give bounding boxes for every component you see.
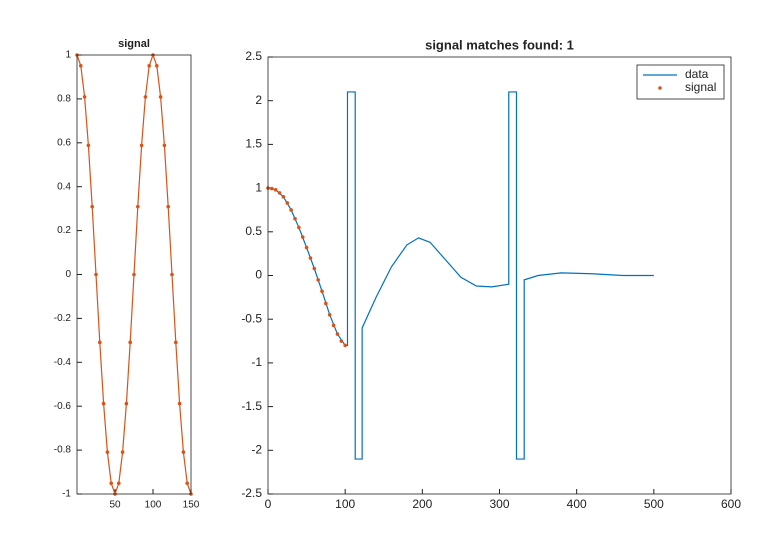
axes-frame xyxy=(267,56,732,495)
data-point xyxy=(155,63,159,68)
legend-label: data xyxy=(685,67,709,81)
data-point xyxy=(105,450,110,454)
legend-box xyxy=(636,64,725,100)
data-point xyxy=(185,481,189,486)
y-tick-label: -0.2 xyxy=(54,313,72,324)
data-point xyxy=(316,278,320,282)
data-point xyxy=(109,481,113,486)
data-point xyxy=(270,186,274,191)
data-point xyxy=(82,95,87,99)
axes-frame xyxy=(76,54,192,495)
data-point xyxy=(304,245,309,250)
x-tick-label: 400 xyxy=(567,497,587,511)
x-tick-label: 200 xyxy=(412,497,432,511)
data-point xyxy=(281,195,286,199)
data-point xyxy=(174,340,178,345)
data-point xyxy=(320,289,324,294)
data-point xyxy=(90,204,94,209)
x-tick-label: 500 xyxy=(644,497,664,511)
data-point xyxy=(327,313,332,317)
y-tick-label: -1 xyxy=(251,355,262,369)
y-tick-label: 0 xyxy=(255,268,262,282)
data-point xyxy=(289,208,293,212)
legend-label: signal xyxy=(685,80,716,94)
y-tick-label: 0.8 xyxy=(57,94,71,105)
axes-background xyxy=(268,57,731,494)
data-point xyxy=(147,63,151,68)
y-tick-label: -2 xyxy=(251,442,262,456)
data-point xyxy=(117,481,121,486)
data-point xyxy=(132,272,136,277)
y-tick-label: 2.5 xyxy=(245,49,262,63)
y-tick-label: 0.5 xyxy=(245,224,262,238)
data-point xyxy=(181,450,186,454)
data-point xyxy=(136,204,140,209)
data-point xyxy=(128,340,132,345)
data-point xyxy=(79,63,83,68)
y-tick-label: -0.4 xyxy=(54,357,72,368)
y-tick-label: -1.5 xyxy=(241,399,262,413)
y-tick-label: 1 xyxy=(65,50,71,61)
data-point xyxy=(293,216,297,221)
x-tick-label: 150 xyxy=(183,500,200,511)
data-point xyxy=(335,332,340,336)
data-point xyxy=(120,450,125,454)
chart-title: signal xyxy=(118,38,150,50)
y-tick-label: -2.5 xyxy=(241,486,262,500)
y-tick-label: -0.6 xyxy=(54,401,72,412)
x-tick-label: 50 xyxy=(109,500,121,511)
y-tick-label: 1.5 xyxy=(245,137,262,151)
x-tick-label: 100 xyxy=(335,497,355,511)
data-point xyxy=(124,401,129,406)
data-point xyxy=(94,272,98,277)
data-point xyxy=(331,323,336,328)
data-point xyxy=(312,266,317,271)
data-point xyxy=(277,191,282,195)
data-point xyxy=(162,143,167,148)
x-tick-label: 100 xyxy=(145,500,162,511)
data-point xyxy=(300,235,305,239)
data-point xyxy=(339,339,344,343)
data-point xyxy=(297,225,301,230)
chart-title: signal matches found: 1 xyxy=(425,37,574,52)
y-tick-label: 0.4 xyxy=(57,181,71,192)
y-tick-label: 0.6 xyxy=(57,137,71,148)
y-tick-label: 1 xyxy=(255,180,262,194)
legend-swatch xyxy=(658,86,662,90)
y-tick-label: 0.2 xyxy=(57,225,71,236)
data-point xyxy=(98,340,102,345)
data-point xyxy=(285,201,290,205)
x-tick-label: 600 xyxy=(721,497,741,511)
data-point xyxy=(139,143,144,148)
y-tick-label: -0.8 xyxy=(54,445,72,456)
y-tick-label: 0 xyxy=(65,269,71,280)
data-point xyxy=(170,272,174,277)
y-tick-label: -0.5 xyxy=(241,311,262,325)
data-point xyxy=(324,301,328,306)
data-point xyxy=(177,401,182,406)
y-tick-label: 2 xyxy=(255,93,262,107)
data-point xyxy=(143,95,148,99)
x-tick-label: 300 xyxy=(489,497,509,511)
data-point xyxy=(158,95,163,99)
y-tick-label: -1 xyxy=(62,489,71,500)
data-point xyxy=(101,401,106,406)
data-point xyxy=(273,188,278,192)
x-tick-label: 0 xyxy=(265,497,272,511)
data-point xyxy=(86,143,91,148)
data-point xyxy=(343,343,347,348)
data-point xyxy=(166,204,170,209)
data-point xyxy=(308,256,313,260)
